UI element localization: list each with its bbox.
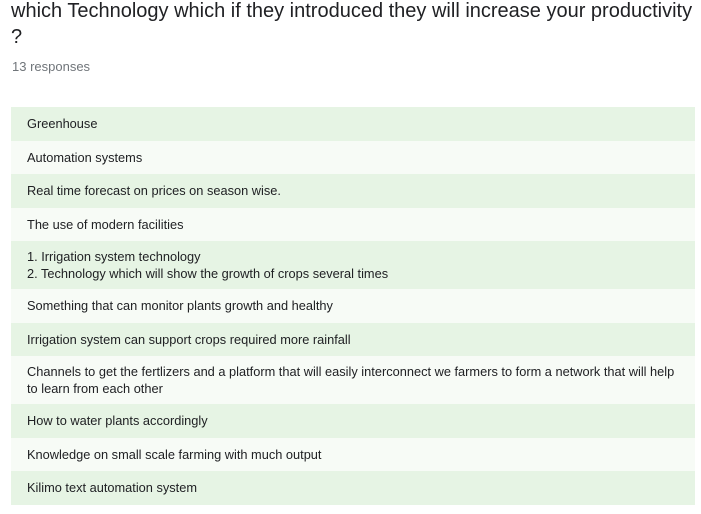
response-text: The use of modern facilities	[27, 216, 184, 232]
response-text: How to water plants accordingly	[27, 413, 208, 429]
response-count: 13 responses	[12, 59, 91, 74]
response-text: Irrigation system can support crops requ…	[27, 331, 351, 347]
response-item: 1. Irrigation system technology 2. Techn…	[11, 241, 695, 289]
response-item: The use of modern facilities	[11, 207, 695, 241]
response-item: Knowledge on small scale farming with mu…	[11, 437, 695, 471]
response-item: Something that can monitor plants growth…	[11, 289, 695, 323]
response-item: Automation systems	[11, 140, 695, 174]
response-text: Knowledge on small scale farming with mu…	[27, 446, 322, 462]
response-text: Kilimo text automation system	[27, 480, 197, 496]
response-item: How to water plants accordingly	[11, 404, 695, 438]
question-title: which Technology which if they introduce…	[11, 0, 693, 48]
response-text: 1. Irrigation system technology 2. Techn…	[27, 249, 389, 281]
response-item: Real time forecast on prices on season w…	[11, 174, 695, 208]
response-item: Channels to get the fertlizers and a pla…	[11, 356, 695, 404]
response-text: Automation systems	[27, 149, 143, 165]
response-item: Irrigation system can support crops requ…	[11, 322, 695, 356]
response-text: Channels to get the fertlizers and a pla…	[27, 364, 675, 396]
response-item: Greenhouse	[11, 107, 695, 141]
response-list[interactable]: Greenhouse Automation systems Real time …	[11, 107, 695, 505]
response-text: Greenhouse	[27, 116, 98, 132]
response-item: Kilimo text automation system	[11, 471, 695, 505]
response-text: Real time forecast on prices on season w…	[27, 183, 281, 199]
response-text: Something that can monitor plants growth…	[27, 298, 333, 314]
